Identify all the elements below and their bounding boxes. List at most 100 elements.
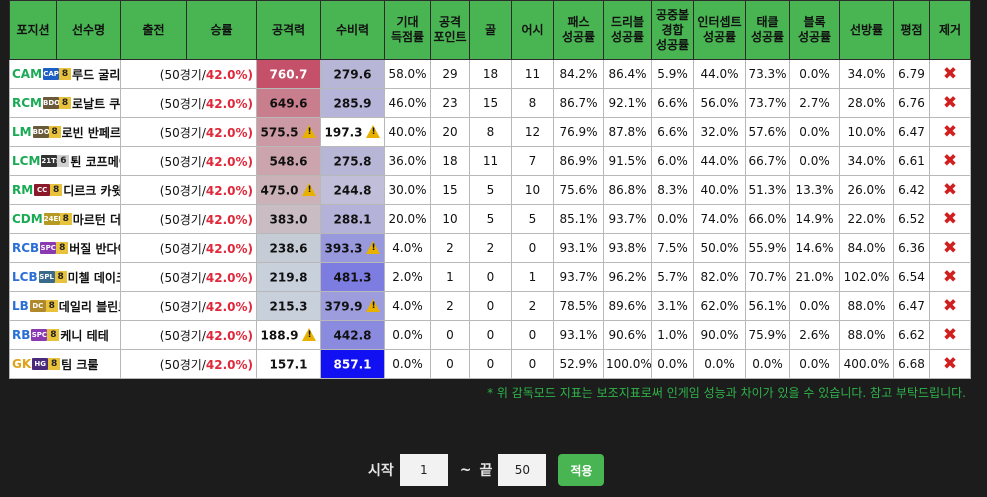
stat-rating: 6.36	[893, 233, 930, 263]
stat-assists: 11	[511, 59, 554, 89]
table-header: 포지션 선수명 출전 승률 공격력 수비력 기대 득점률 공격 포인트 골 어시 패…	[9, 0, 971, 60]
stat-assists: 0	[511, 233, 554, 263]
remove-icon[interactable]: ✖	[942, 266, 958, 287]
player-name[interactable]: 케니 테테	[60, 328, 109, 343]
stat-aerial: 3.1%	[651, 291, 694, 321]
stat-tackle: 66.0%	[745, 204, 790, 234]
stat-dribble: 86.4%	[603, 59, 652, 89]
position-code: RM	[12, 183, 34, 197]
warning-icon	[366, 124, 381, 138]
defense-cell: 288.1	[320, 204, 385, 234]
grade-badge: 8	[45, 300, 58, 312]
games-count: (50경기/	[159, 241, 206, 256]
stat-pass: 85.1%	[553, 204, 604, 234]
stat-aerial: 5.7%	[651, 262, 694, 292]
remove-cell: ✖	[929, 117, 971, 147]
remove-icon[interactable]: ✖	[942, 324, 958, 345]
apply-button[interactable]: 적용	[558, 454, 605, 486]
remove-icon[interactable]: ✖	[942, 150, 958, 171]
season-badge-icon: SPC	[31, 329, 48, 341]
remove-icon[interactable]: ✖	[942, 237, 958, 258]
remove-icon[interactable]: ✖	[942, 208, 958, 229]
player-name[interactable]: 퇸 코프메이너르스	[70, 154, 119, 169]
remove-icon[interactable]: ✖	[942, 92, 958, 113]
stat-tackle: 55.9%	[745, 233, 790, 263]
player-name[interactable]: 마르턴 더룬	[72, 212, 121, 227]
stat-save: 28.0%	[839, 88, 894, 118]
stat-pass: 52.9%	[553, 349, 604, 379]
stat-rating: 6.52	[893, 204, 930, 234]
remove-cell: ✖	[929, 320, 971, 350]
position-code: LB	[12, 299, 29, 313]
stat-dribble: 96.2%	[603, 262, 652, 292]
start-input[interactable]	[399, 454, 448, 486]
attack-value: 215.3	[269, 299, 308, 314]
attack-cell: 383.0	[256, 204, 321, 234]
stat-goals: 0	[469, 262, 512, 292]
stat-tackle: 75.9%	[745, 320, 790, 350]
position-code: RCM	[12, 96, 42, 110]
stat-pass: 86.7%	[553, 88, 604, 118]
remove-icon[interactable]: ✖	[942, 295, 958, 316]
stat-save: 34.0%	[839, 59, 894, 89]
stat-assists: 0	[511, 320, 554, 350]
stat-xg: 40.0%	[384, 117, 431, 147]
header-aerial: 공중볼 경합 성공률	[651, 0, 694, 60]
player-name[interactable]: 팀 크룰	[61, 357, 99, 372]
player-name[interactable]: 버질 반다이크	[69, 241, 119, 256]
player-name[interactable]: 미첼 데이크스	[67, 270, 120, 285]
stat-intercept: 32.0%	[693, 117, 746, 147]
player-name[interactable]: 로날트 쿠만	[72, 96, 121, 111]
stat-intercept: 74.0%	[693, 204, 746, 234]
stat-ap: 0	[430, 320, 470, 350]
stat-block: 0.0%	[789, 117, 840, 147]
remove-icon[interactable]: ✖	[942, 179, 958, 200]
header-goals: 골	[469, 0, 512, 60]
stat-xg: 4.0%	[384, 291, 431, 321]
games-count: (50경기/	[159, 299, 206, 314]
stat-xg: 20.0%	[384, 204, 431, 234]
remove-icon[interactable]: ✖	[942, 121, 958, 142]
season-badge-icon: CAP	[43, 68, 60, 80]
attack-cell: 238.6	[256, 233, 321, 263]
stat-goals: 11	[469, 146, 512, 176]
stat-xg: 0.0%	[384, 320, 431, 350]
stat-tackle: 0.0%	[745, 349, 790, 379]
defense-value: 857.1	[333, 357, 372, 372]
season-badge-icon: 21TS	[41, 155, 58, 167]
stat-save: 34.0%	[839, 146, 894, 176]
stat-aerial: 7.5%	[651, 233, 694, 263]
table-row: CDM24EP8마르턴 더룬(50경기/42.0%)383.0288.120.0…	[9, 204, 971, 234]
player-name[interactable]: 루드 굴리트	[72, 67, 121, 82]
stat-tackle: 70.7%	[745, 262, 790, 292]
attack-cell: 760.7	[256, 59, 321, 89]
player-name[interactable]: 디르크 카윗트	[63, 183, 119, 198]
stat-dribble: 90.6%	[603, 320, 652, 350]
stat-tackle: 57.6%	[745, 117, 790, 147]
stat-goals: 2	[469, 233, 512, 263]
attack-cell: 157.1	[256, 349, 321, 379]
stat-aerial: 1.0%	[651, 320, 694, 350]
remove-icon[interactable]: ✖	[942, 353, 958, 374]
end-input[interactable]	[498, 454, 547, 486]
games-count: (50경기/	[159, 270, 206, 285]
stat-rating: 6.62	[893, 320, 930, 350]
stat-assists: 7	[511, 146, 554, 176]
player-name[interactable]: 데일리 블린트	[58, 299, 120, 314]
stat-intercept: 56.0%	[693, 88, 746, 118]
remove-icon[interactable]: ✖	[942, 63, 958, 84]
remove-cell: ✖	[929, 204, 971, 234]
win-rate-value: 42.0%)	[205, 299, 253, 314]
stat-intercept: 82.0%	[693, 262, 746, 292]
stat-ap: 20	[430, 117, 470, 147]
stat-ap: 15	[430, 175, 470, 205]
stat-xg: 4.0%	[384, 233, 431, 263]
player-name[interactable]: 로빈 반페르시	[61, 125, 121, 140]
grade-badge: 8	[47, 329, 60, 341]
grade-badge: 8	[50, 184, 63, 196]
